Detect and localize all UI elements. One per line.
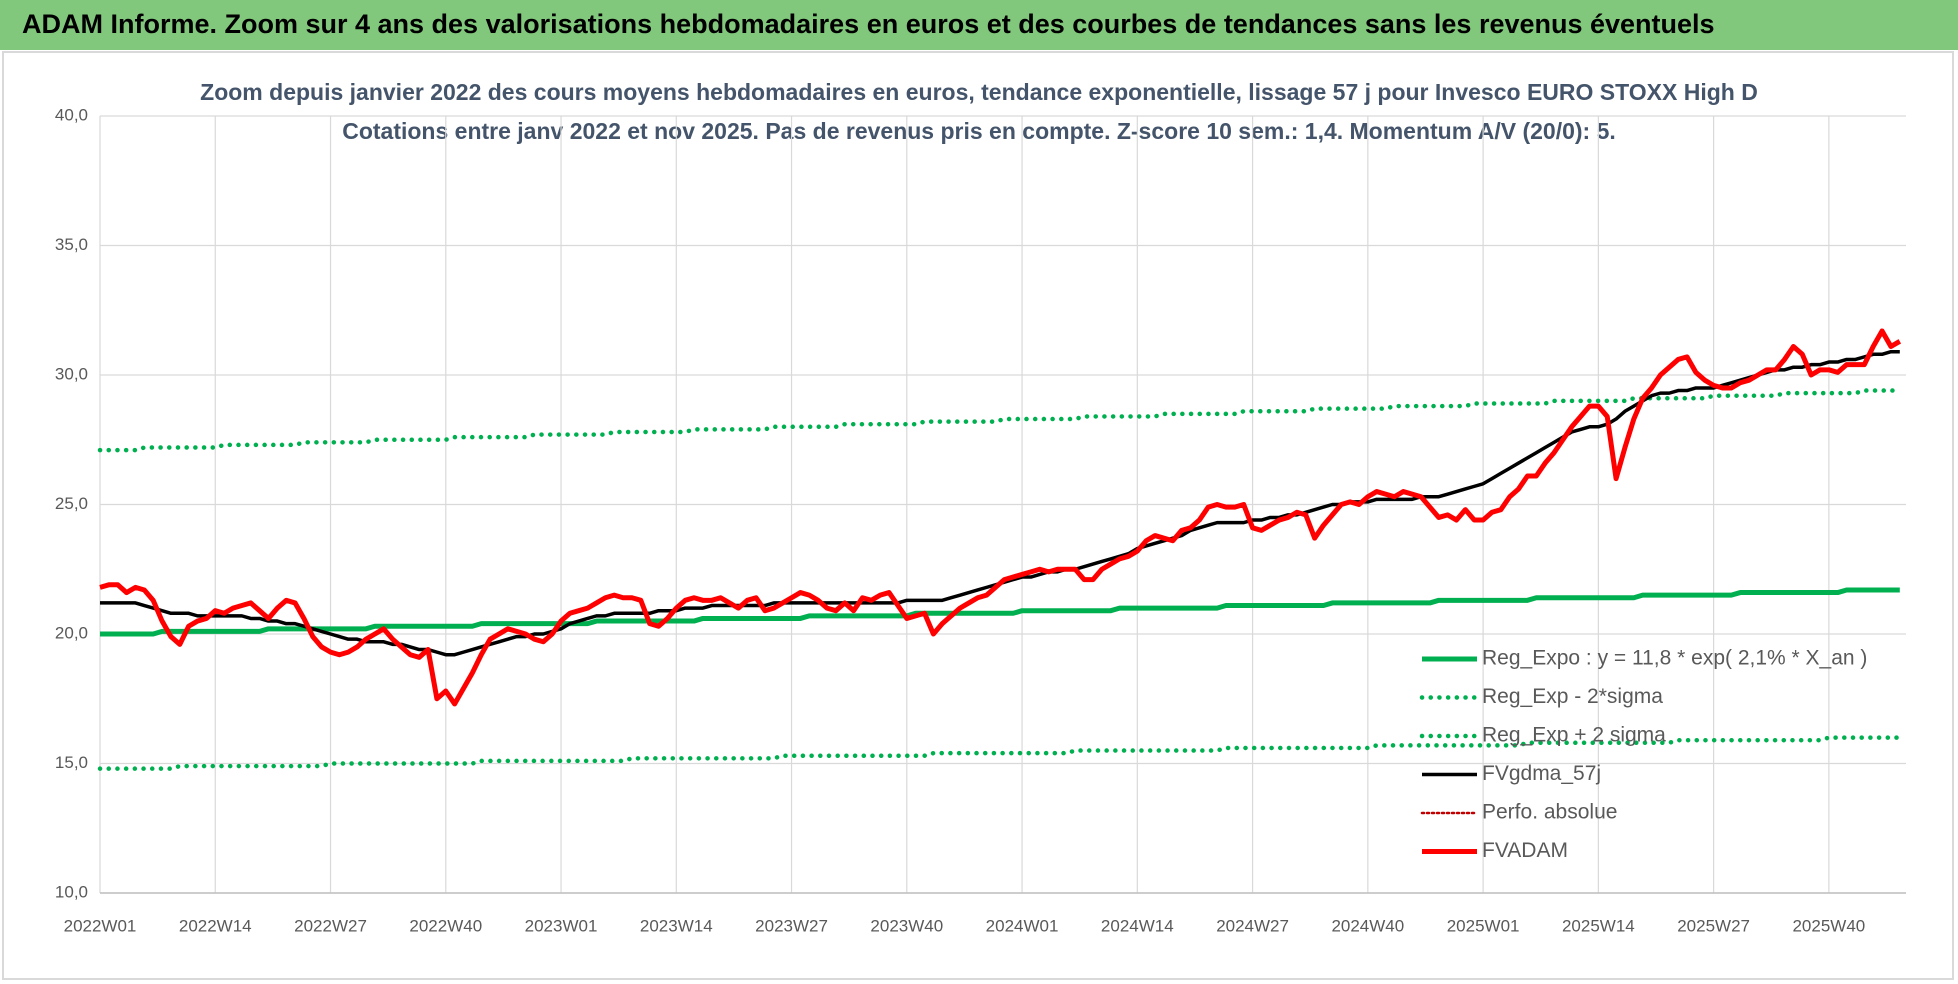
x-tick-label: 2023W14 [640,916,713,935]
chart-title: Zoom depuis janvier 2022 des cours moyen… [200,79,1758,105]
legend-label: Reg_Expo : y = 11,8 * exp( 2,1% * X_an ) [1482,647,1867,670]
x-tick-label: 2025W14 [1562,916,1635,935]
legend-label: Perfo. absolue [1482,801,1617,824]
series-line [97,735,1903,771]
legend-label: Reg_Exp + 2 sigma [1482,724,1666,747]
legend-label: FVADAM [1482,839,1568,862]
series-line [99,328,1902,707]
x-tick-label: 2022W40 [409,916,482,935]
chart-border [2,51,1954,980]
y-tick-label: 30,0 [55,364,88,383]
y-tick-label: 35,0 [55,235,88,254]
x-tick-label: 2025W01 [1447,916,1520,935]
series-line [97,388,1903,453]
legend-label: Reg_Exp - 2*sigma [1482,685,1663,708]
x-tick-label: 2023W27 [755,916,828,935]
y-tick-label: 15,0 [55,753,88,772]
header-title: ADAM Informe. Zoom sur 4 ans des valoris… [22,9,1715,39]
x-tick-label: 2024W01 [986,916,1059,935]
x-tick-label: 2023W40 [870,916,943,935]
x-tick-label: 2025W27 [1677,916,1750,935]
y-tick-label: 40,0 [55,105,88,124]
x-tick-label: 2025W40 [1792,916,1865,935]
header-band [0,0,1958,50]
y-tick-label: 25,0 [55,494,88,513]
plot: 10,0 15,0 20,0 25,0 30,0 35,0 40,0 2022W01 2022W… [55,105,1906,935]
y-tick-label: 10,0 [55,882,88,901]
chart-subtitle: Cotations entre janv 2022 et nov 2025. P… [342,118,1616,144]
x-tick-label: 2022W14 [179,916,252,935]
legend-label: FVgdma_57j [1482,762,1601,785]
x-tick-label: 2022W01 [64,916,137,935]
y-tick-label: 20,0 [55,623,88,642]
x-tick-label: 2023W01 [525,916,598,935]
series-line [100,587,1900,637]
x-tick-label: 2022W27 [294,916,367,935]
x-tick-label: 2024W27 [1216,916,1289,935]
x-tick-label: 2024W40 [1331,916,1404,935]
x-tick-label: 2024W14 [1101,916,1174,935]
